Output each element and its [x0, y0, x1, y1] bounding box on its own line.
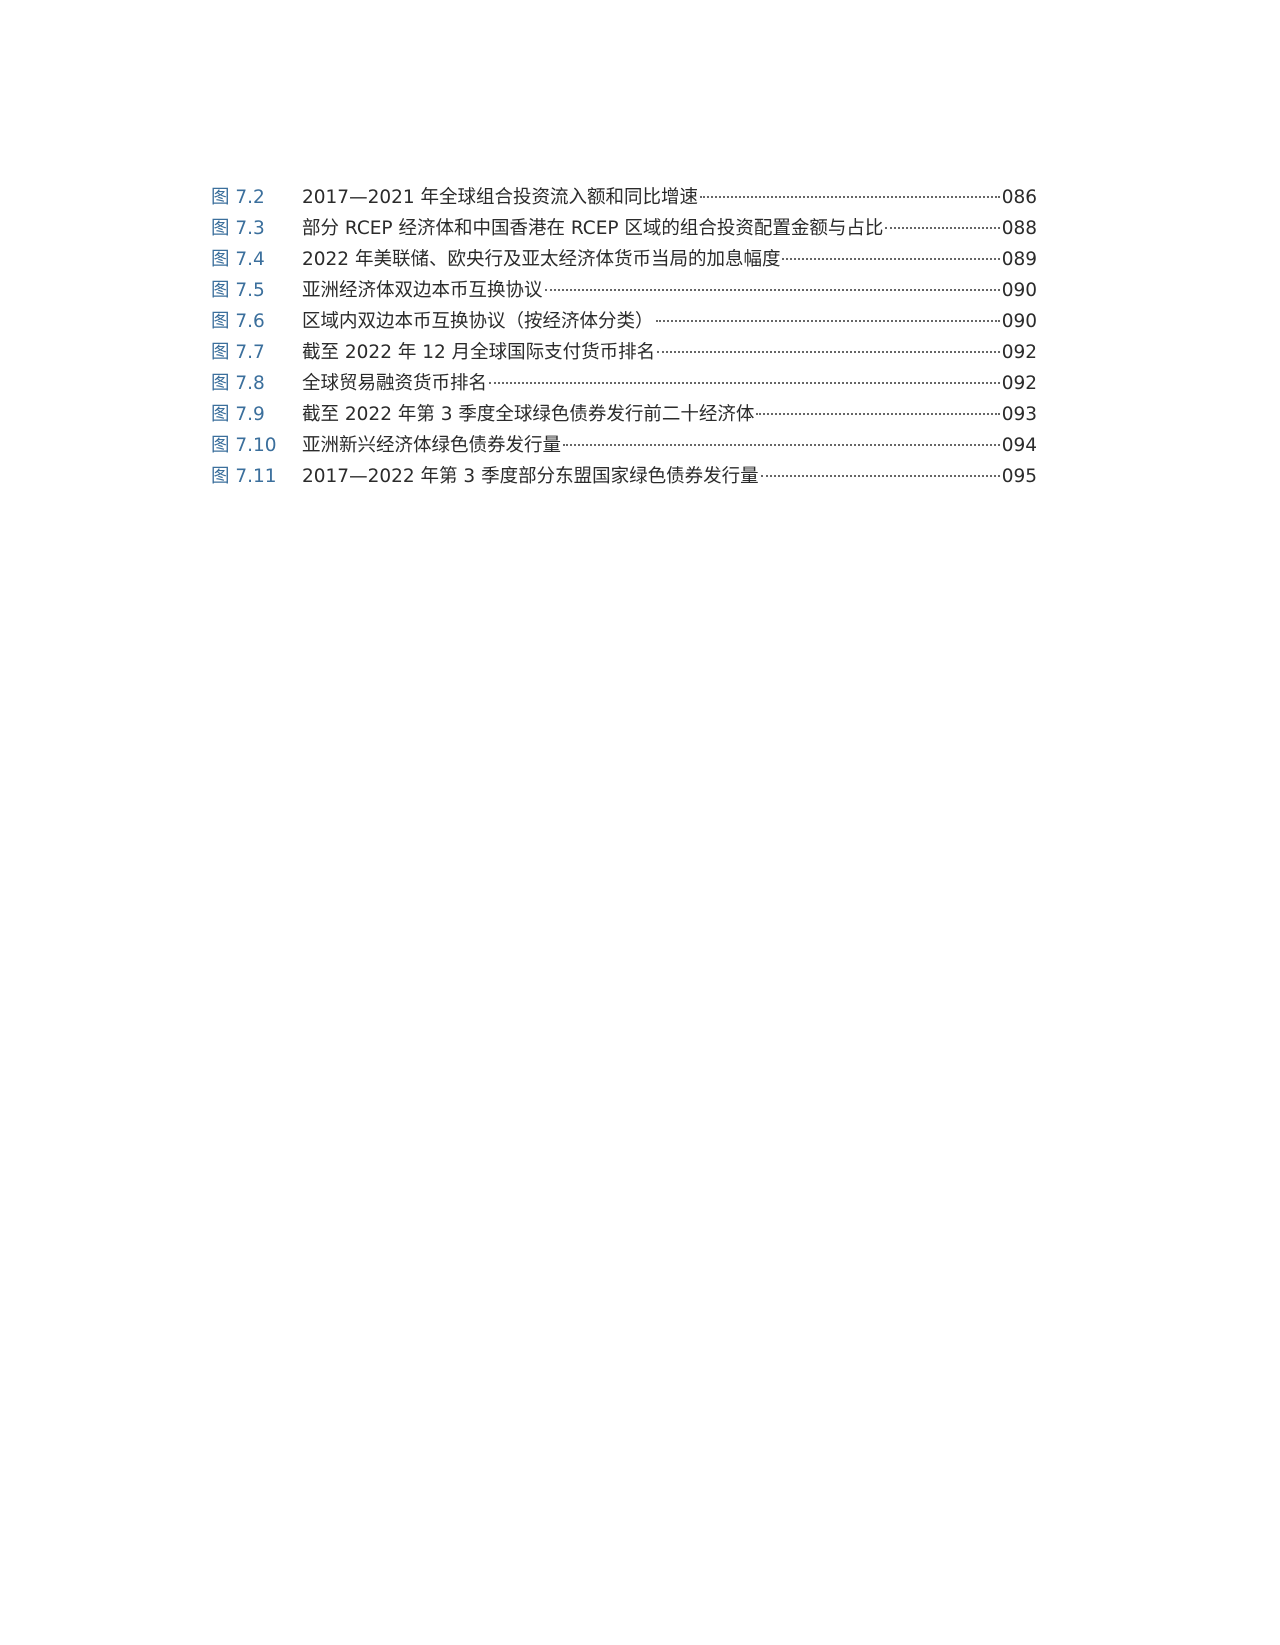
page-number: 086 — [1001, 187, 1037, 208]
figure-label: 图 7.4 — [211, 249, 265, 270]
toc-entry[interactable]: 图 7.7 截至 2022 年 12 月全球国际支付货币排名 092 — [211, 337, 1037, 368]
page-number: 094 — [1001, 435, 1037, 456]
figure-label: 图 7.10 — [211, 435, 277, 456]
page-number: 090 — [1001, 280, 1037, 301]
toc-entry[interactable]: 图 7.2 2017—2021 年全球组合投资流入额和同比增速 086 — [211, 182, 1037, 213]
figure-title: 亚洲经济体双边本币互换协议 — [302, 280, 543, 301]
toc-entry[interactable]: 图 7.3 部分 RCEP 经济体和中国香港在 RCEP 区域的组合投资配置金额与… — [211, 213, 1037, 244]
toc-entry[interactable]: 图 7.5 亚洲经济体双边本币互换协议 090 — [211, 275, 1037, 306]
dot-leader — [544, 289, 1000, 291]
figure-label: 图 7.8 — [211, 373, 265, 394]
toc-entry[interactable]: 图 7.6 区域内双边本币互换协议（按经济体分类） 090 — [211, 306, 1037, 337]
dot-leader — [782, 258, 1000, 260]
figure-title: 截至 2022 年第 3 季度全球绿色债券发行前二十经济体 — [302, 404, 755, 425]
dot-leader — [655, 320, 1000, 322]
figure-title: 亚洲新兴经济体绿色债券发行量 — [302, 435, 562, 456]
page-number: 089 — [1001, 249, 1037, 270]
dot-leader — [700, 196, 1000, 198]
figure-title: 2017—2022 年第 3 季度部分东盟国家绿色债券发行量 — [302, 466, 759, 487]
toc-entry[interactable]: 图 7.9 截至 2022 年第 3 季度全球绿色债券发行前二十经济体 093 — [211, 399, 1037, 430]
toc-entry[interactable]: 图 7.8 全球贸易融资货币排名 092 — [211, 368, 1037, 399]
page-number: 092 — [1001, 373, 1037, 394]
toc-entry[interactable]: 图 7.10 亚洲新兴经济体绿色债券发行量 094 — [211, 430, 1037, 461]
dot-leader — [760, 475, 1000, 477]
figure-title: 部分 RCEP 经济体和中国香港在 RCEP 区域的组合投资配置金额与占比 — [302, 218, 884, 239]
figure-label: 图 7.6 — [211, 311, 265, 332]
figure-title: 2022 年美联储、欧央行及亚太经济体货币当局的加息幅度 — [302, 249, 781, 270]
figure-label: 图 7.9 — [211, 404, 265, 425]
toc-entry[interactable]: 图 7.4 2022 年美联储、欧央行及亚太经济体货币当局的加息幅度 089 — [211, 244, 1037, 275]
figure-title: 2017—2021 年全球组合投资流入额和同比增速 — [302, 187, 699, 208]
page-number: 088 — [1001, 218, 1037, 239]
dot-leader — [657, 351, 1000, 353]
figure-label: 图 7.7 — [211, 342, 265, 363]
figure-label: 图 7.11 — [211, 466, 277, 487]
list-of-figures: 图 7.2 2017—2021 年全球组合投资流入额和同比增速 086 图 7.3 部分… — [211, 182, 1037, 492]
dot-leader — [563, 444, 1000, 446]
dot-leader — [885, 227, 1000, 229]
figure-label: 图 7.5 — [211, 280, 265, 301]
figure-label: 图 7.2 — [211, 187, 265, 208]
page-number: 090 — [1001, 311, 1037, 332]
figure-label: 图 7.3 — [211, 218, 265, 239]
dot-leader — [489, 382, 1000, 384]
dot-leader — [756, 413, 1000, 415]
figure-title: 截至 2022 年 12 月全球国际支付货币排名 — [302, 342, 656, 363]
page-number: 093 — [1001, 404, 1037, 425]
figure-title: 全球贸易融资货币排名 — [302, 373, 488, 394]
page-number: 092 — [1001, 342, 1037, 363]
page-number: 095 — [1001, 466, 1037, 487]
figure-title: 区域内双边本币互换协议（按经济体分类） — [302, 311, 654, 332]
toc-entry[interactable]: 图 7.11 2017—2022 年第 3 季度部分东盟国家绿色债券发行量 095 — [211, 461, 1037, 492]
